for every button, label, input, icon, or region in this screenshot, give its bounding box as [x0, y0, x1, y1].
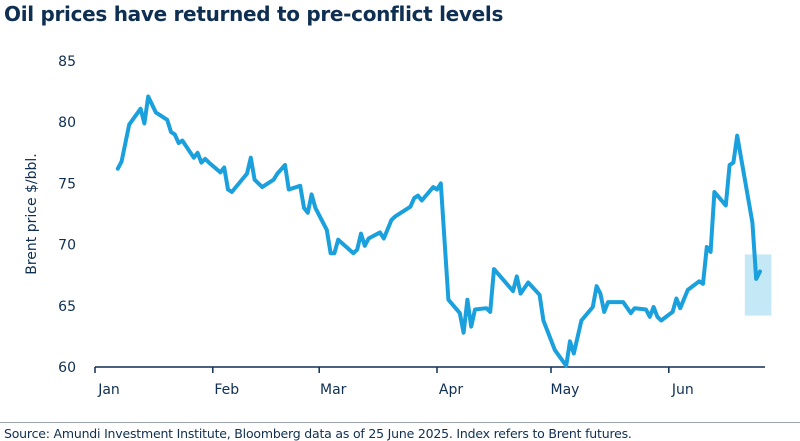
y-tick-label: 75 [58, 176, 76, 192]
y-tick-label: 60 [58, 360, 76, 376]
y-tick-label: 80 [58, 115, 76, 131]
y-tick-label: 65 [58, 299, 76, 315]
x-tick-label: May [551, 382, 580, 398]
highlight-box [744, 254, 772, 316]
x-tick-label: Feb [214, 382, 239, 398]
x-tick-label: Mar [320, 382, 347, 398]
y-tick-label: 70 [58, 238, 76, 254]
line-chart: 60 65 70 75 80 85 Jan Feb Mar Apr May Jun Brent pr… [24, 54, 772, 398]
source-note: Source: Amundi Investment Institute, Blo… [4, 426, 632, 441]
brent-price-line [115, 94, 762, 368]
y-axis-title: Brent price $/bbl. [24, 153, 40, 275]
x-tick-label: Jun [671, 382, 694, 398]
footer-divider [0, 422, 800, 423]
x-tick-label: Apr [439, 382, 463, 398]
x-tick-label: Jan [97, 382, 120, 398]
chart-title: Oil prices have returned to pre-conflict… [4, 2, 504, 26]
y-tick-label: 85 [58, 54, 76, 70]
